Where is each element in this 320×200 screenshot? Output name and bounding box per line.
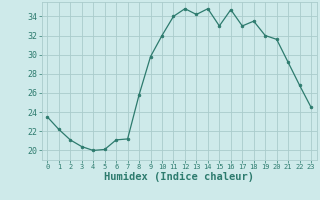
X-axis label: Humidex (Indice chaleur): Humidex (Indice chaleur)	[104, 172, 254, 182]
